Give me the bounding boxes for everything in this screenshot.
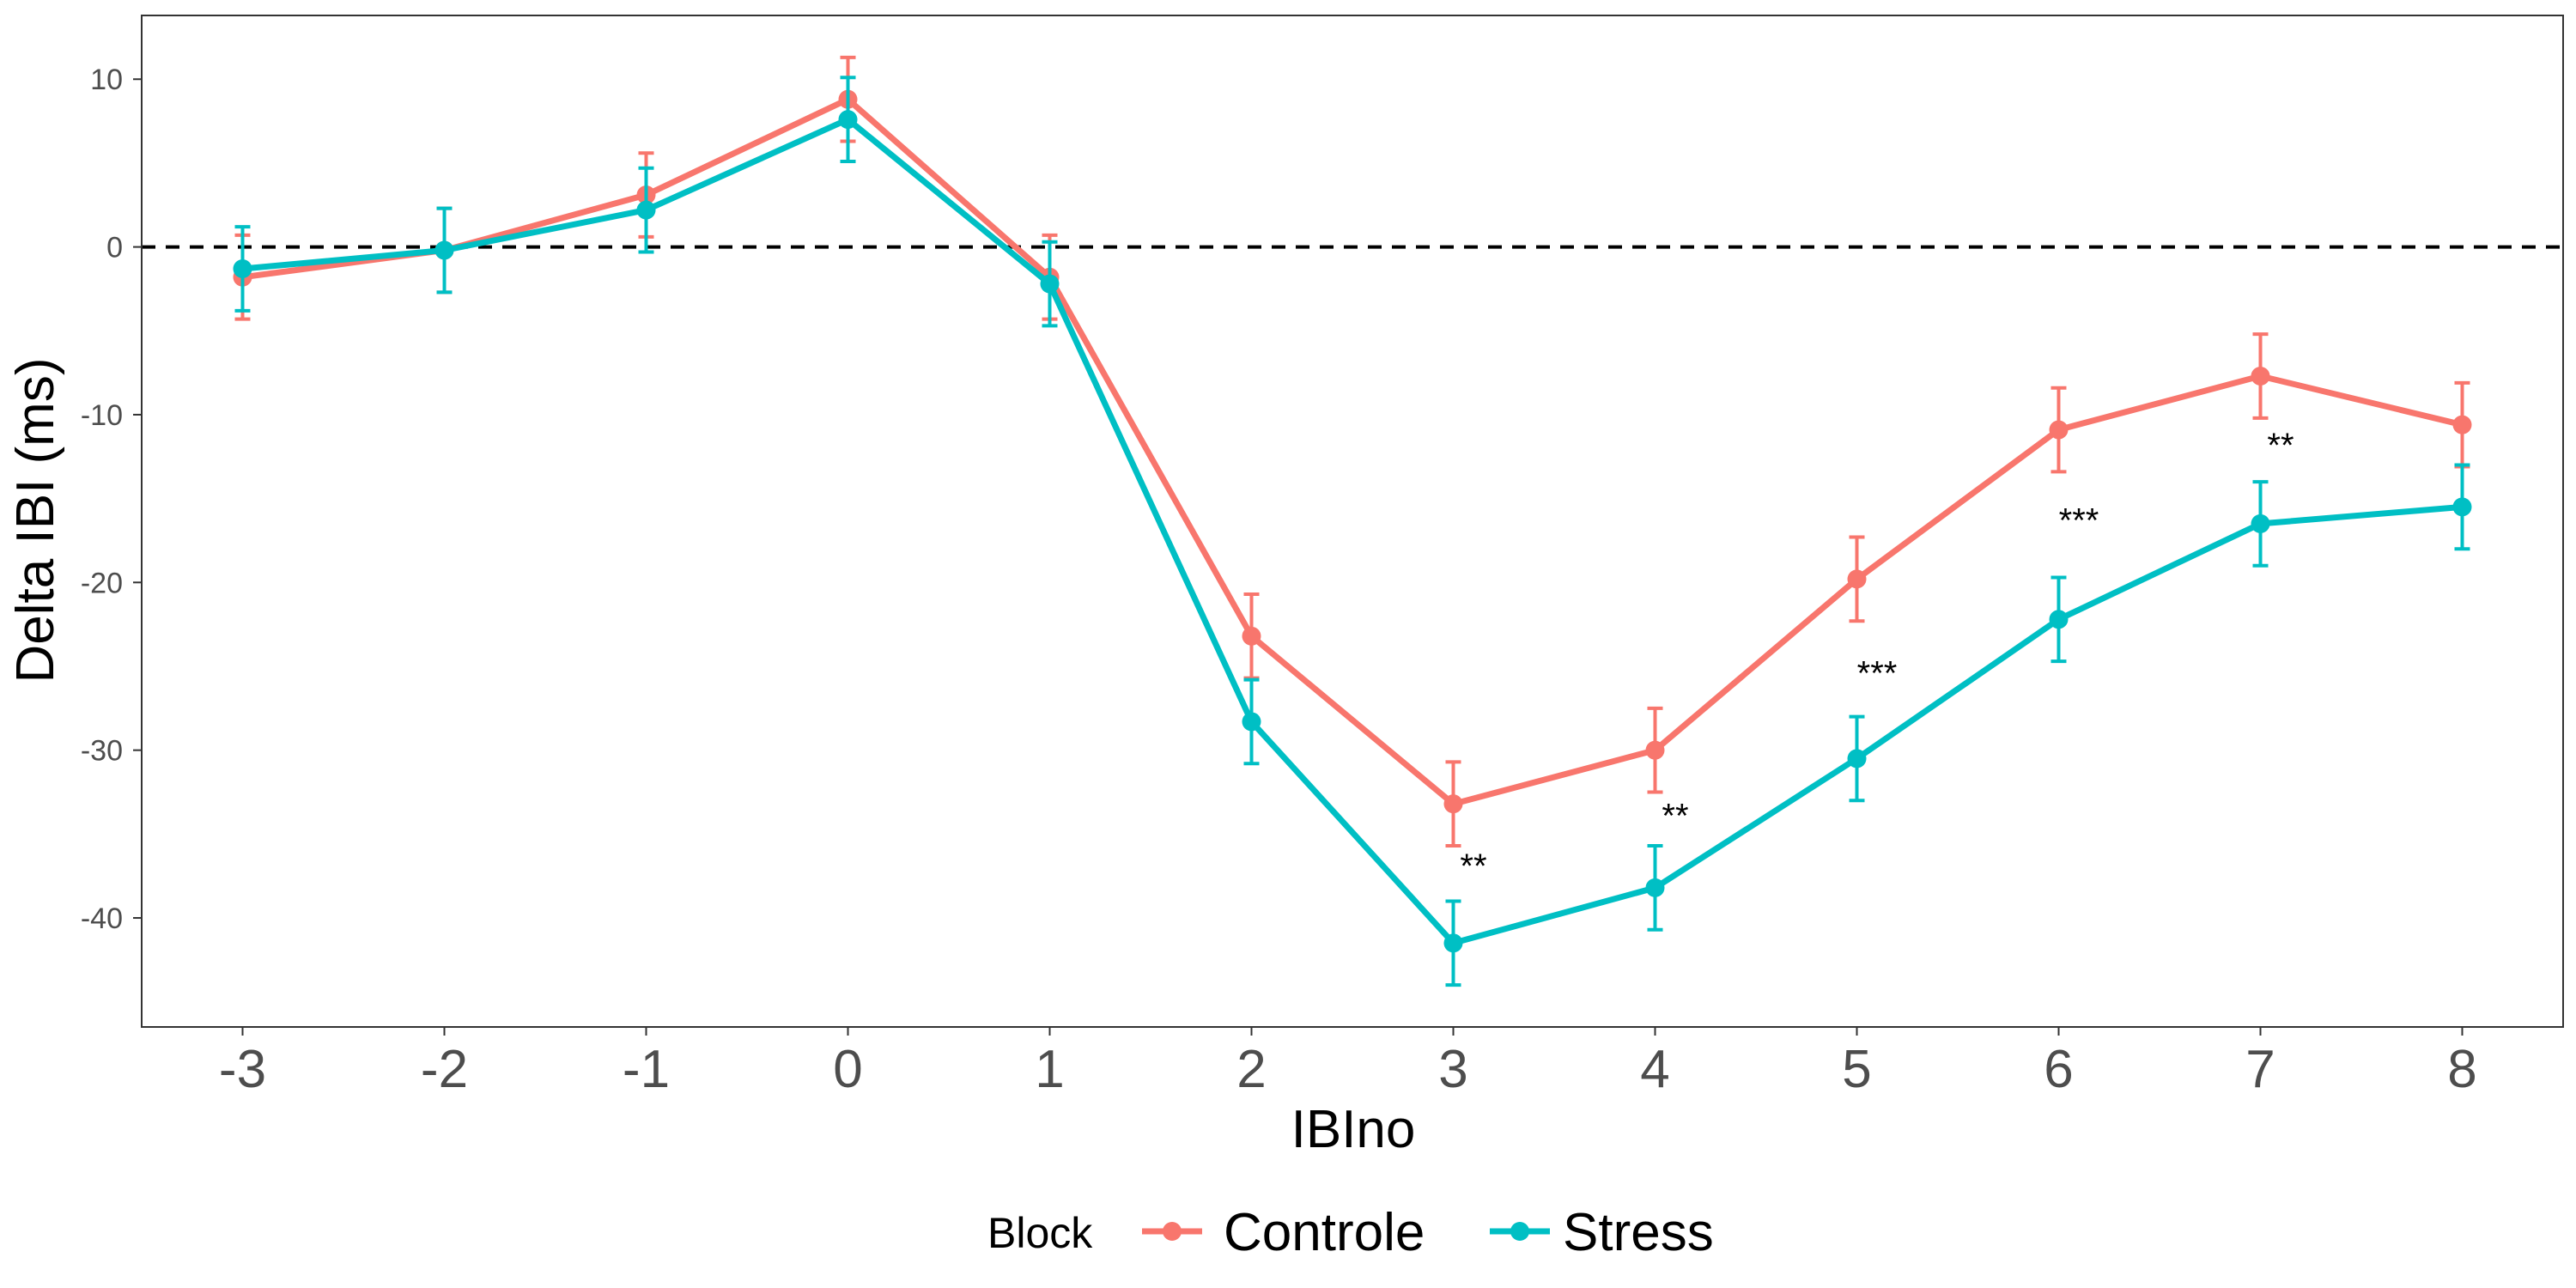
- data-point-controle-11: [2452, 415, 2472, 434]
- x-tick-label-7: 4: [1640, 1040, 1669, 1099]
- legend-label-stress: Stress: [1563, 1203, 1714, 1262]
- plot-area: ************: [142, 55, 2563, 987]
- legend-title: Block: [987, 1209, 1093, 1257]
- legend-key-point-stress: [1510, 1222, 1529, 1241]
- y-tick-label-1: 0: [106, 232, 123, 264]
- series-line-stress: [240, 116, 2465, 946]
- axes: 100-10-20-30-40-3 -2 -1 0 1 2 3 4 5 6 7 8: [81, 15, 2564, 1099]
- x-tick-label-10: 7: [2245, 1040, 2275, 1099]
- data-point-stress-4: [1040, 274, 1060, 294]
- data-point-stress-0: [233, 258, 252, 278]
- data-point-stress-7: [1645, 878, 1665, 897]
- data-point-controle-5: [1242, 626, 1261, 646]
- x-tick-label-2: -1: [623, 1040, 670, 1099]
- legend: Block Controle Stress: [987, 1203, 1714, 1262]
- y-tick-label-3: -20: [81, 567, 123, 599]
- data-point-stress-10: [2251, 513, 2270, 533]
- legend-item-controle: Controle: [1142, 1203, 1425, 1262]
- data-point-controle-9: [2049, 420, 2069, 440]
- significance-annotation-0: **: [1460, 848, 1486, 885]
- x-tick-label-6: 3: [1438, 1040, 1467, 1099]
- x-tick-label-9: 6: [2044, 1040, 2073, 1099]
- x-tick-label-11: 8: [2447, 1040, 2476, 1099]
- y-tick-label-5: -40: [81, 902, 123, 935]
- significance-annotation-2: ***: [1857, 654, 1898, 692]
- y-axis-title: Delta IBI (ms): [6, 358, 65, 683]
- x-tick-label-5: 2: [1236, 1040, 1266, 1099]
- x-tick-label-0: -3: [219, 1040, 266, 1099]
- x-tick-label-3: 0: [833, 1040, 862, 1099]
- data-point-controle-6: [1443, 794, 1463, 814]
- data-point-stress-1: [434, 240, 454, 260]
- x-axis-title: IBIno: [1291, 1100, 1416, 1159]
- data-point-stress-5: [1242, 712, 1261, 732]
- data-point-controle-8: [1847, 569, 1867, 589]
- significance-annotation-1: **: [1662, 798, 1688, 835]
- data-point-controle-10: [2251, 367, 2270, 386]
- x-tick-label-1: -2: [421, 1040, 468, 1099]
- legend-key-point-controle: [1163, 1222, 1182, 1241]
- data-point-stress-3: [838, 110, 858, 130]
- data-point-stress-9: [2049, 610, 2069, 629]
- data-point-stress-6: [1443, 933, 1463, 953]
- plot-panel-border: [141, 15, 2564, 1028]
- data-point-stress-2: [636, 200, 656, 220]
- significance-annotation-4: **: [2267, 427, 2293, 465]
- series-line-controle: [240, 96, 2465, 807]
- y-tick-label-4: -30: [81, 735, 123, 768]
- y-tick-label-0: 10: [90, 64, 123, 96]
- data-point-stress-8: [1847, 749, 1867, 769]
- data-point-controle-7: [1645, 740, 1665, 760]
- x-tick-label-4: 1: [1035, 1040, 1064, 1099]
- significance-annotation-3: ***: [2059, 502, 2099, 540]
- x-tick-label-8: 5: [1842, 1040, 1871, 1099]
- legend-item-stress: Stress: [1490, 1203, 1714, 1262]
- data-point-stress-11: [2452, 497, 2472, 517]
- legend-label-controle: Controle: [1224, 1203, 1425, 1262]
- y-tick-label-2: -10: [81, 399, 123, 432]
